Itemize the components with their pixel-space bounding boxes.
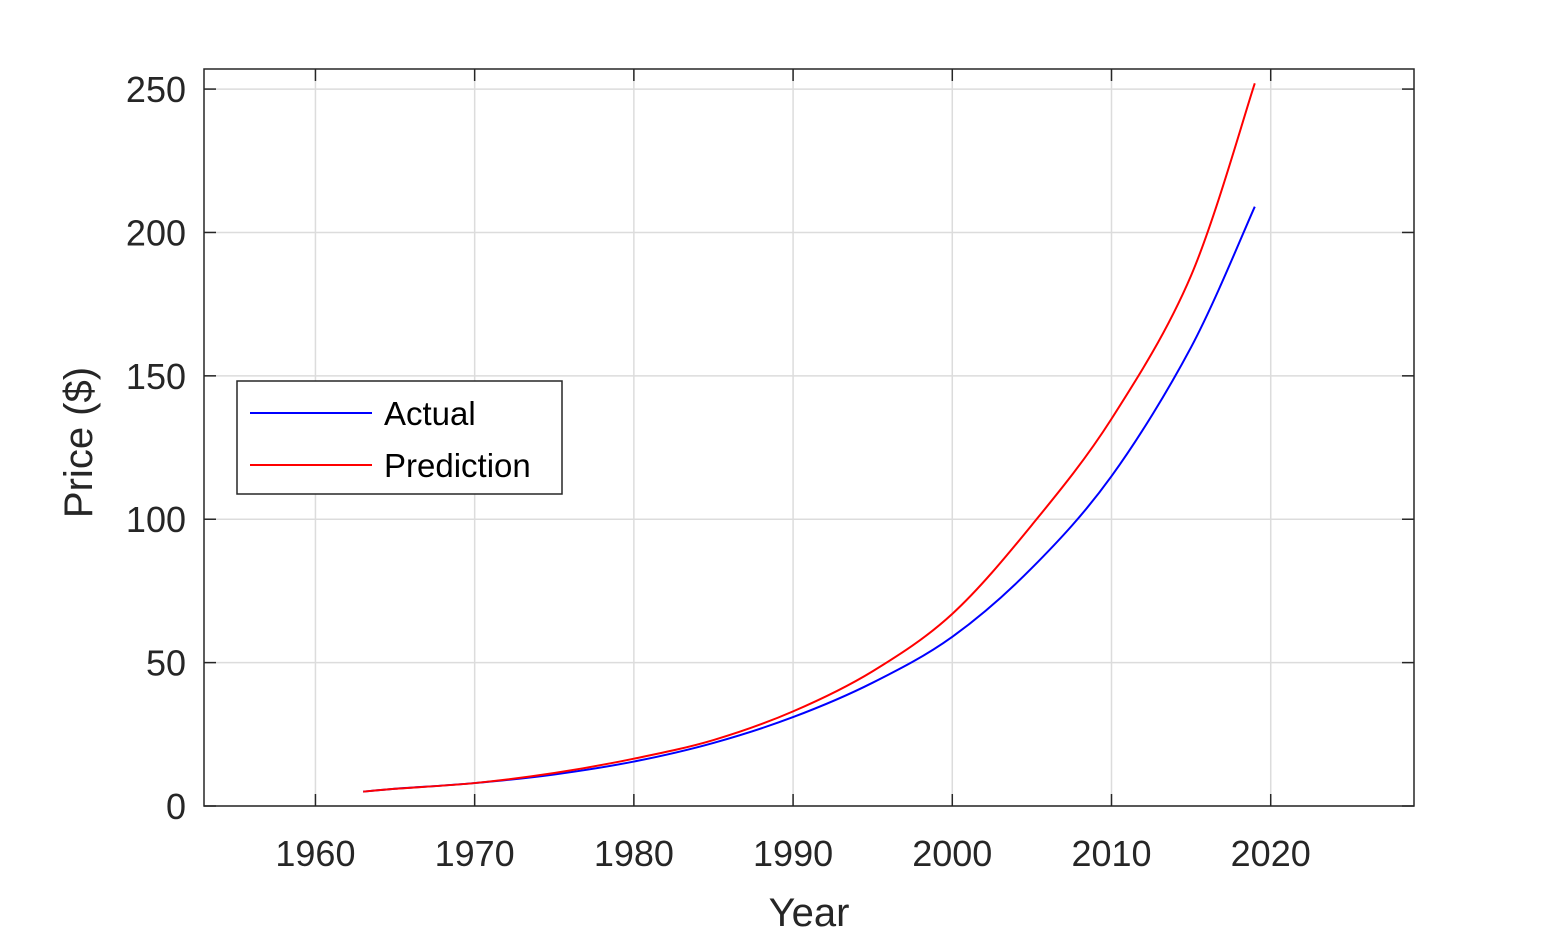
y-tick-label: 150 (126, 356, 186, 397)
x-tick-label: 1980 (594, 833, 674, 874)
tick-labels: 1960 1970 1980 1990 2000 2010 2020 0 50 100 150 200… (126, 69, 1311, 874)
y-tick-label: 50 (146, 643, 186, 684)
x-tick-label: 2000 (912, 833, 992, 874)
y-tick-label: 100 (126, 499, 186, 540)
plot-frame (203, 68, 1415, 807)
x-axis-label: Year (769, 891, 850, 935)
legend-label-prediction: Prediction (384, 447, 531, 484)
x-tick-label: 1960 (275, 833, 355, 874)
legend: Actual Prediction (236, 380, 563, 495)
x-tick-label: 1970 (435, 833, 515, 874)
legend-box (236, 380, 563, 495)
y-tick-label: 200 (126, 212, 186, 253)
series-lines (363, 83, 1256, 793)
grid-lines (204, 69, 1414, 807)
series-line-prediction (363, 83, 1256, 793)
x-tick-label: 2020 (1231, 833, 1311, 874)
legend-label-actual: Actual (384, 395, 476, 432)
x-tick-label: 1990 (753, 833, 833, 874)
y-axis-label: Price ($) (57, 367, 101, 518)
x-tick-label: 2010 (1071, 833, 1151, 874)
y-tick-label: 250 (126, 69, 186, 110)
y-tick-label: 0 (166, 786, 186, 827)
